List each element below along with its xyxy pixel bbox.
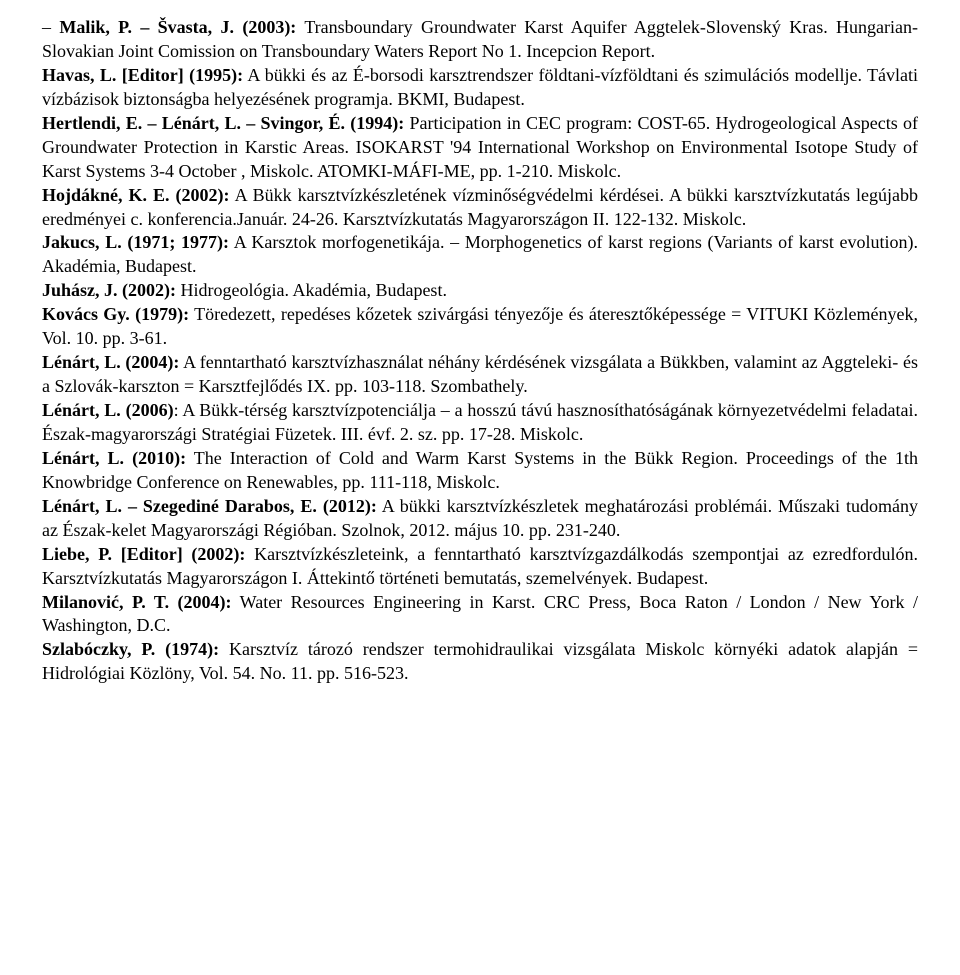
- reference-item: Lénárt, L. (2006): A Bükk-térség karsztv…: [42, 399, 918, 447]
- reference-item: Havas, L. [Editor] (1995): A bükki és az…: [42, 64, 918, 112]
- reference-item: Lénárt, L. (2010): The Interaction of Co…: [42, 447, 918, 495]
- reference-item: Lénárt, L. (2004): A fenntartható karszt…: [42, 351, 918, 399]
- reference-item: Jakucs, L. (1971; 1977): A Karsztok morf…: [42, 231, 918, 279]
- reference-item: Lénárt, L. – Szegediné Darabos, E. (2012…: [42, 495, 918, 543]
- reference-item: Milanović, P. T. (2004): Water Resources…: [0, 591, 918, 639]
- reference-item: Szlabóczky, P. (1974): Karsztvíz tározó …: [0, 638, 918, 686]
- page-content: – Malik, P. – Švasta, J. (2003): Transbo…: [0, 0, 960, 706]
- reference-item: – Malik, P. – Švasta, J. (2003): Transbo…: [42, 16, 918, 64]
- reference-item: Hertlendi, E. – Lénárt, L. – Svingor, É.…: [42, 112, 918, 184]
- reference-item: Liebe, P. [Editor] (2002): Karsztvízkész…: [42, 543, 918, 591]
- reference-item: Juhász, J. (2002): Hidrogeológia. Akadém…: [42, 279, 918, 303]
- reference-item: Kovács Gy. (1979): Töredezett, repedéses…: [42, 303, 918, 351]
- reference-item: Hojdákné, K. E. (2002): A Bükk karsztvíz…: [42, 184, 918, 232]
